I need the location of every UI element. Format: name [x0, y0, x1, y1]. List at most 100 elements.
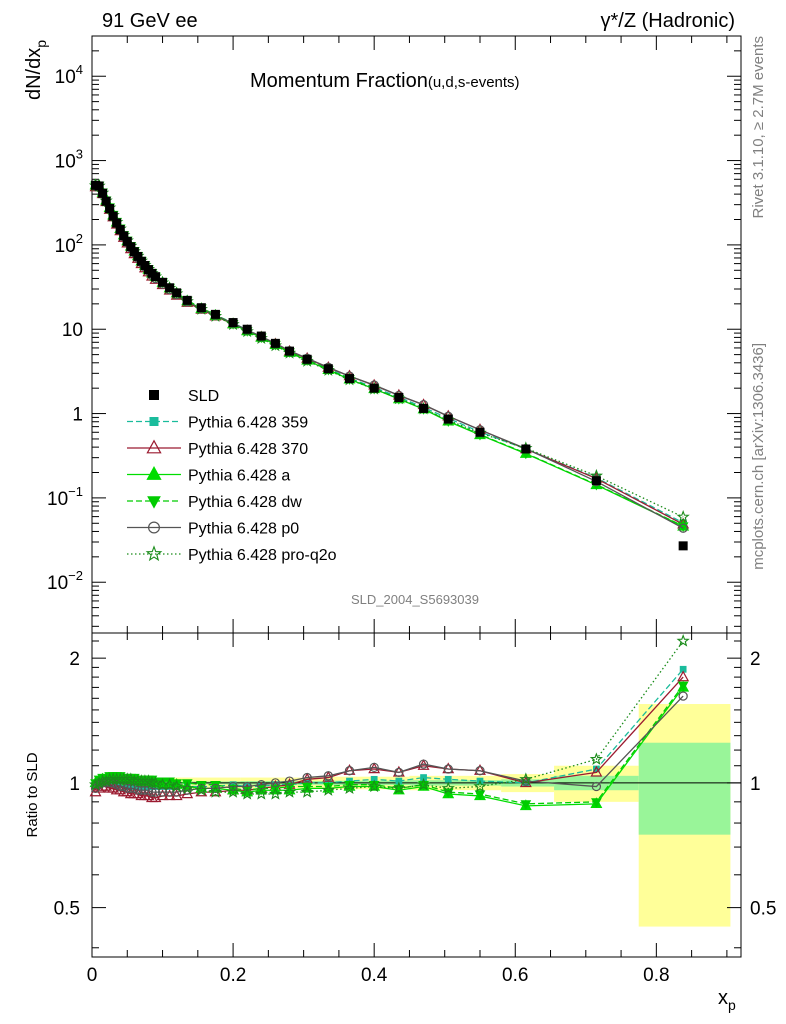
top-y-axis-label-sub: p	[33, 40, 49, 48]
y-tick-label-base: 10	[47, 573, 68, 594]
ratio-y-tick-label-right: 0.5	[750, 899, 776, 920]
sld-data-point	[196, 303, 206, 313]
sld-data-points	[91, 180, 688, 551]
sld-data-point	[210, 309, 220, 319]
series-pythia-6-428-p0-ratio-point	[678, 691, 688, 701]
series-pythia-6-428-dw-ratio-point	[474, 790, 486, 800]
series-pythia-6-428-359-ratio-point	[420, 774, 427, 781]
sld-data-point	[133, 251, 143, 261]
sld-data-point	[112, 218, 122, 228]
series-pythia-6-428-pro-q2o-ratio-point	[120, 772, 134, 785]
legend-marker	[149, 390, 159, 400]
series-pythia-6-428-370-ratio-point	[149, 791, 162, 803]
legend-pythia-6-428-370: Pythia 6.428 370	[127, 439, 308, 458]
sld-data-point	[678, 541, 688, 551]
legend-label: SLD	[188, 388, 219, 405]
legend-pythia-6-428-359: Pythia 6.428 359	[127, 415, 308, 432]
mcplots-label: mcplots.cern.ch [arXiv:1306.3436]	[750, 343, 767, 570]
legend-pythia-6-428-p0: Pythia 6.428 p0	[127, 521, 299, 538]
legend-sld: SLD	[149, 388, 219, 405]
series-pythia-6-428-p0-ratio-point	[164, 787, 175, 797]
series-pythia-6-428-p0-ratio-point	[591, 781, 602, 792]
x-tick-label: 0.4	[361, 965, 388, 986]
series-pythia-6-428-359-ratio-point	[370, 775, 378, 783]
y-tick-label: 10−1	[47, 484, 83, 510]
y-tick-label: 10	[62, 320, 83, 341]
x-tick-label: 0	[87, 965, 98, 986]
x-tick-label: 0.2	[220, 965, 246, 986]
y-tick-label-exponent: −1	[68, 484, 83, 499]
series-pythia-6-428-pro-q2o-ratio-point	[441, 781, 455, 795]
sld-data-point	[129, 247, 139, 257]
sld-data-point	[242, 324, 252, 334]
series-pythia-6-428-pro-q2o-ratio-point	[170, 779, 184, 793]
sld-data-point	[521, 444, 531, 454]
series-pythia-6-428-p0-ratio-point	[521, 776, 531, 786]
series-pythia-6-428-pro-q2o-ratio-point	[180, 781, 194, 795]
series-pythia-6-428-359-ratio-point	[395, 777, 403, 785]
chart-title-main: Momentum Fraction	[250, 70, 428, 92]
legend-label: Pythia 6.428 359	[188, 415, 308, 432]
legend-label: Pythia 6.428 dw	[188, 494, 302, 511]
series-pythia-6-428-pro-q2o-ratio-point	[194, 783, 208, 796]
rivet-version-label: Rivet 3.1.10, ≥ 2.7M events	[750, 36, 767, 219]
y-tick-label-base: 10	[55, 67, 76, 88]
sld-data-point	[94, 181, 104, 191]
y-tick-label-exponent: −2	[68, 568, 83, 583]
series-pythia-6-428-pro-q2o-ratio-point	[416, 777, 431, 791]
sld-data-point	[323, 364, 333, 374]
x-axis-label: xp	[718, 987, 736, 1013]
ratio-panel-frame	[91, 632, 742, 958]
legend-pythia-6-428-dw: Pythia 6.428 dw	[127, 494, 302, 511]
series-pythia-6-428-359-ratio-point	[593, 765, 600, 773]
x-axis-label-sub: p	[728, 997, 736, 1013]
series-pythia-6-428-pro-q2o-ratio-point	[254, 787, 268, 800]
chart-title: Momentum Fraction(u,d,s-events)	[250, 70, 520, 92]
ratio-y-tick-label-right: 2	[750, 649, 761, 670]
series-pythia-6-428-pro-q2o-ratio-point	[676, 634, 690, 647]
series-pythia-6-428-359-ratio-point	[444, 775, 452, 783]
header-right: γ*/Z (Hadronic)	[601, 10, 735, 32]
legend: SLD Pythia 6.428 359 Pythia 6.428 370 Pythi…	[127, 388, 337, 564]
series-pythia-6-428-p0-ratio-point	[369, 762, 379, 773]
y-tick-label-base: 10	[55, 152, 76, 173]
series-pythia-6-428-pro-q2o-ratio-point	[162, 777, 177, 791]
sld-data-point	[172, 288, 182, 298]
y-tick-label: 104	[55, 62, 83, 88]
series-pythia-6-428-pro-q2o-ratio-point	[208, 785, 223, 798]
sld-data-point	[475, 427, 485, 437]
series-pythia-6-428-p0-ratio-point	[182, 785, 192, 795]
series-pythia-6-428-dw-ratio-point	[677, 681, 689, 692]
sld-data-point	[165, 283, 175, 293]
sld-data-point	[108, 211, 118, 221]
sld-data-point	[115, 225, 125, 235]
ratio-y-tick-label-right: 1	[750, 774, 761, 795]
series-pythia-6-428-pro-q2o-ratio-point	[392, 781, 406, 795]
series-pythia-6-428-p0-ratio-point	[475, 766, 485, 776]
y-tick-label: 103	[55, 147, 83, 173]
series-pythia-6-428-p0-ratio-point	[302, 772, 312, 783]
series-pythia-6-428-p0-ratio-point	[228, 781, 238, 792]
series-pythia-6-428-370-ratio-point	[590, 765, 603, 777]
sld-data-point	[419, 403, 429, 413]
legend-label: Pythia 6.428 370	[188, 441, 308, 458]
y-tick-label: 102	[55, 231, 83, 257]
y-tick-label: 10−2	[47, 568, 83, 594]
sld-data-point	[369, 383, 379, 393]
y-tick-label-exponent: 3	[76, 147, 83, 162]
legend-marker	[147, 496, 161, 509]
sld-data-point	[394, 393, 404, 403]
sld-data-point	[302, 354, 312, 364]
ratio-y-tick-label: 0.5	[54, 899, 80, 920]
legend-label: Pythia 6.428 p0	[188, 521, 299, 538]
series-pythia-6-428-p0-ratio-point	[443, 764, 453, 774]
top-y-axis-label: dN/dxp	[23, 40, 49, 100]
series-pythia-6-428-pro-q2o-ratio-point	[138, 774, 152, 787]
sld-data-point	[119, 231, 129, 241]
x-axis-label-main: x	[718, 987, 728, 1009]
sld-data-point	[101, 196, 111, 206]
y-tick-label-exponent: 4	[76, 62, 83, 77]
y-tick-label-exponent: 2	[76, 231, 83, 246]
ratio-y-axis-label: Ratio to SLD	[24, 752, 41, 837]
